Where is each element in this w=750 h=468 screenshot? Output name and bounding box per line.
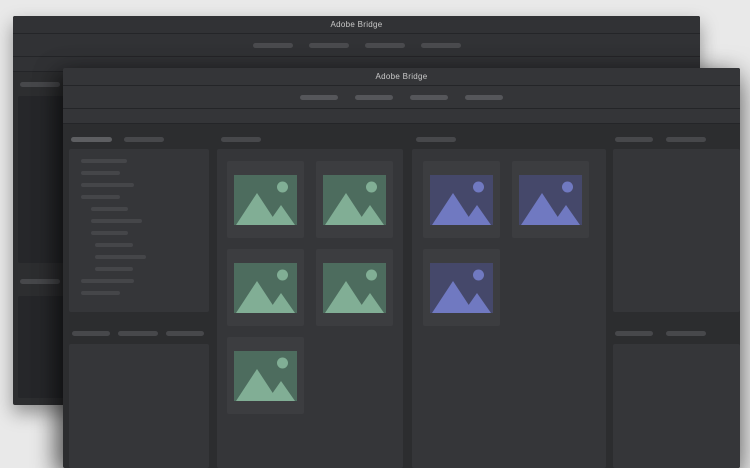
image-placeholder-icon <box>234 350 297 401</box>
front-window-title: Adobe Bridge <box>375 72 428 81</box>
folder-tree-skeleton-line <box>81 279 134 283</box>
folder-tree-skeleton-line <box>81 171 120 175</box>
back-window-toolbar <box>13 34 700 57</box>
metadata-tab-1[interactable] <box>615 137 653 142</box>
back-sidebar-tab[interactable] <box>20 82 60 87</box>
folder-tree-skeleton-line <box>95 243 133 247</box>
back-window-title: Adobe Bridge <box>330 20 383 29</box>
content-column-header-pill <box>221 137 261 142</box>
back-sidebar-tab-2[interactable] <box>20 279 60 284</box>
thumbnail-card[interactable] <box>227 161 304 238</box>
image-placeholder-icon <box>234 262 297 313</box>
folders-tab-2[interactable] <box>124 137 164 142</box>
filter-panel <box>69 344 209 468</box>
toolbar-menu-pill[interactable] <box>465 94 503 100</box>
image-placeholder-icon <box>323 174 386 225</box>
desktop-background: { "windows": { "back": { "title": "Adobe… <box>13 16 740 468</box>
folder-tree-skeleton-line <box>81 183 134 187</box>
thumbnail-grid <box>217 149 403 468</box>
thumbnail-card[interactable] <box>512 161 589 238</box>
front-window-toolbar <box>63 86 740 109</box>
folder-tree-skeleton-line <box>91 207 128 211</box>
metadata-sidebar <box>613 125 740 468</box>
thumbnail-card[interactable] <box>227 249 304 326</box>
back-window-titlebar[interactable]: Adobe Bridge <box>13 16 700 34</box>
toolbar-menu-pill[interactable] <box>355 94 393 100</box>
folders-tab-1[interactable] <box>71 137 112 142</box>
image-placeholder-icon <box>430 262 493 313</box>
toolbar-menu-pill[interactable] <box>420 42 461 48</box>
folder-tree-skeleton-line <box>95 255 146 259</box>
folder-tree-skeleton-line <box>81 195 120 199</box>
metadata-sidebar-tabs <box>615 137 706 142</box>
folder-tree-panel <box>69 149 209 312</box>
preview-column <box>412 125 606 468</box>
content-column <box>217 125 403 468</box>
toolbar-menu-pill[interactable] <box>252 42 293 48</box>
folder-tree-skeleton-line <box>91 219 142 223</box>
folder-tree-skeleton-line <box>81 159 127 163</box>
metadata-tab-2[interactable] <box>666 137 706 142</box>
filter-tab-3[interactable] <box>166 331 204 336</box>
front-window-content <box>63 125 740 468</box>
folder-tree-skeleton-line <box>81 291 120 295</box>
front-window-menubar <box>63 109 740 124</box>
preview-thumbnail-grid <box>412 149 606 468</box>
keywords-tab-2[interactable] <box>666 331 706 336</box>
thumbnail-card[interactable] <box>316 161 393 238</box>
filter-tab-1[interactable] <box>72 331 110 336</box>
keywords-tab-1[interactable] <box>615 331 653 336</box>
keywords-sidebar-tabs <box>615 331 706 336</box>
filter-sidebar-tabs <box>72 331 204 336</box>
thumbnail-card[interactable] <box>423 161 500 238</box>
folders-sidebar-tabs <box>71 137 164 142</box>
folder-tree-skeleton-line <box>95 267 133 271</box>
thumbnail-card[interactable] <box>227 337 304 414</box>
thumbnail-card[interactable] <box>423 249 500 326</box>
front-window: Adobe Bridge <box>63 68 740 468</box>
metadata-panel <box>613 149 740 312</box>
toolbar-menu-pill[interactable] <box>364 42 405 48</box>
front-window-titlebar[interactable]: Adobe Bridge <box>63 68 740 86</box>
image-placeholder-icon <box>430 174 493 225</box>
image-placeholder-icon <box>323 262 386 313</box>
folder-tree-skeleton-line <box>91 231 128 235</box>
thumbnail-card[interactable] <box>316 249 393 326</box>
keywords-panel <box>613 344 740 468</box>
toolbar-menu-pill[interactable] <box>308 42 349 48</box>
toolbar-menu-pill[interactable] <box>410 94 448 100</box>
toolbar-menu-pill[interactable] <box>300 94 338 100</box>
preview-column-header-pill <box>416 137 456 142</box>
folders-sidebar <box>69 125 209 468</box>
image-placeholder-icon <box>234 174 297 225</box>
image-placeholder-icon <box>519 174 582 225</box>
filter-tab-2[interactable] <box>118 331 158 336</box>
